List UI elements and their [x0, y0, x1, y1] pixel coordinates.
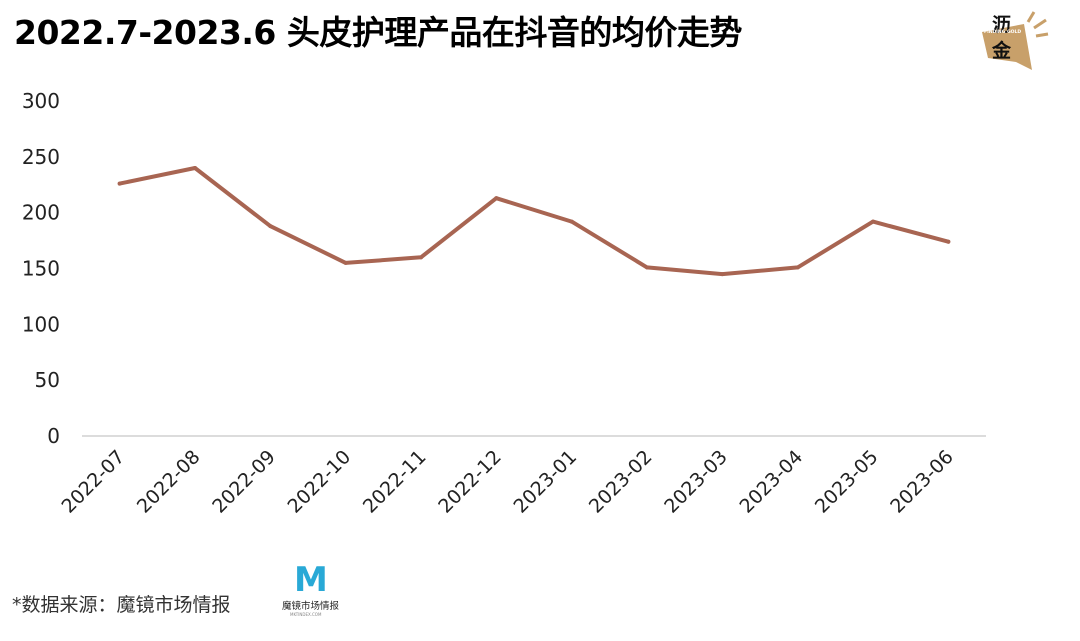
brand-logo: 沥 FINDING GOLD 金 [976, 6, 1072, 72]
x-tick-label: 2023-01 [510, 446, 582, 518]
data-point [193, 166, 197, 170]
x-tick-label: 2022-07 [58, 446, 130, 518]
y-tick-label: 300 [22, 89, 60, 113]
x-tick-label: 2022-08 [133, 446, 205, 518]
data-point [720, 272, 725, 277]
data-point [871, 219, 875, 224]
data-point [117, 181, 122, 186]
y-tick-label: 0 [47, 424, 60, 448]
y-tick-label: 50 [35, 368, 60, 392]
data-point [645, 265, 649, 270]
mktindex-logo-sub: MKTINDEX.COM [290, 612, 322, 617]
y-tick-label: 150 [22, 257, 60, 281]
brand-logo-char-2: 金 [992, 40, 1012, 62]
x-tick-label: 2022-09 [208, 446, 280, 518]
x-tick-label: 2023-06 [886, 446, 958, 518]
x-tick-label: 2023-02 [585, 446, 657, 518]
x-tick-label: 2022-11 [359, 446, 431, 518]
brand-logo-shape [982, 11, 1049, 70]
x-tick-label: 2023-03 [660, 446, 732, 518]
data-point [569, 219, 574, 224]
x-tick-label: 2022-12 [434, 446, 506, 518]
data-source-note: *数据来源：魔镜市场情报 [12, 594, 231, 616]
y-tick-label: 100 [22, 312, 60, 336]
brand-logo-tagline: FINDING GOLD [984, 30, 1022, 35]
mktindex-logo-name: 魔镜市场情报 [282, 601, 340, 612]
mktindex-logo: M 魔镜市场情报 MKTINDEX.COM [282, 560, 346, 618]
y-tick-label: 250 [22, 145, 60, 169]
series-line [117, 166, 951, 277]
data-point [268, 224, 273, 229]
data-point [795, 265, 800, 270]
data-point [343, 260, 348, 265]
data-point [946, 239, 951, 244]
data-point [419, 255, 423, 260]
x-tick-label: 2023-05 [811, 446, 883, 518]
brand-logo-char-1: 沥 [992, 14, 1012, 36]
x-tick-label: 2023-04 [736, 446, 808, 518]
data-point [494, 196, 499, 201]
mktindex-logo-mark: M [294, 560, 328, 600]
y-tick-label: 200 [22, 201, 60, 225]
x-tick-label: 2022-10 [284, 446, 356, 518]
chart-title: 2022.7-2023.6 头皮护理产品在抖音的均价走势 [14, 13, 742, 52]
